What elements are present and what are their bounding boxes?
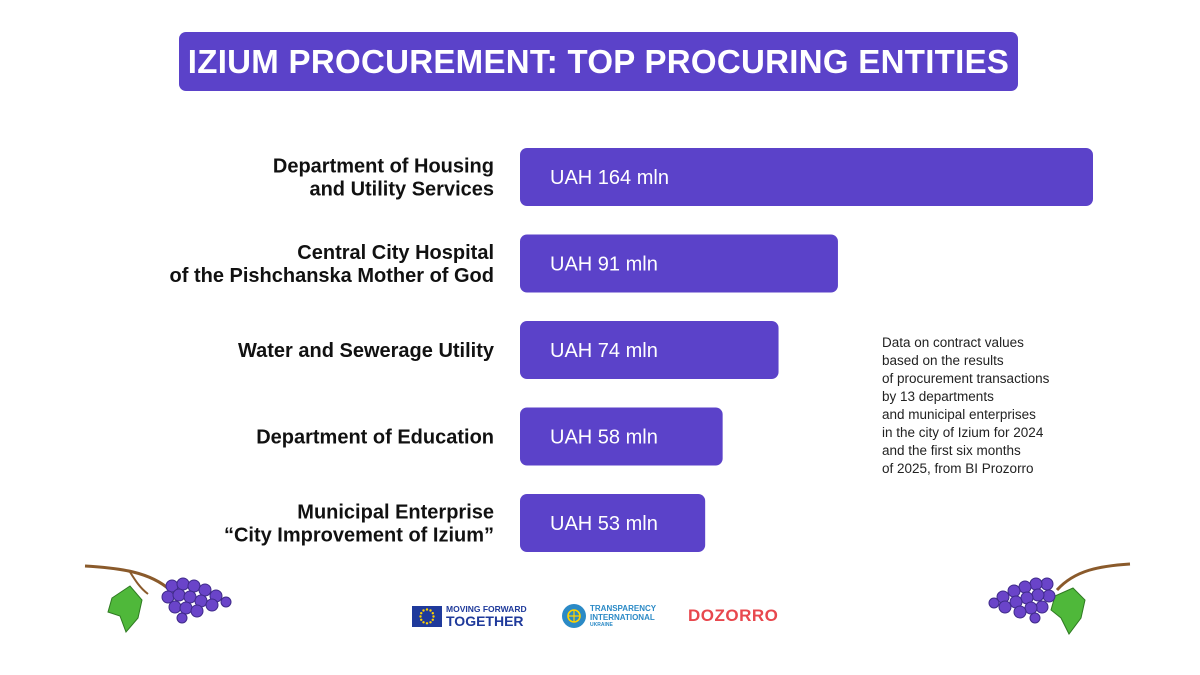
bar [520, 234, 838, 293]
chart-title-banner: IZIUM PROCUREMENT: TOP PROCURING ENTITIE… [179, 32, 1018, 91]
eu-logo: MOVING FORWARD TOGETHER [412, 600, 527, 632]
category-label: of the Pishchanska Mother of God [170, 265, 494, 287]
bar-value-label: UAH 164 mln [550, 167, 669, 189]
ti-logo-line1: TRANSPARENCY [590, 604, 657, 613]
data-source-note: Data on contract values based on the res… [882, 335, 1050, 476]
transparency-international-logo: TRANSPARENCY INTERNATIONAL UKRAINE [562, 600, 656, 632]
partner-logos: MOVING FORWARD TOGETHER TRANSPARENCY INT… [410, 600, 810, 636]
ti-globe-icon [562, 604, 586, 628]
category-label: “City Improvement of Izium” [224, 525, 494, 547]
category-label: and Utility Services [309, 179, 494, 201]
bar [520, 407, 723, 466]
eu-logo-line1: MOVING FORWARD [446, 603, 527, 614]
category-label: Water and Sewerage Utility [238, 340, 495, 362]
bar [520, 148, 1093, 206]
chart-title: IZIUM PROCUREMENT: TOP PROCURING ENTITIE… [187, 42, 1010, 80]
bar-value-label: UAH 91 mln [550, 254, 658, 276]
eu-logo-line2: TOGETHER [446, 612, 524, 629]
bar [520, 321, 779, 379]
ti-logo-line2: INTERNATIONAL [590, 613, 655, 622]
bar-value-label: UAH 53 mln [550, 513, 658, 535]
dozorro-logo-text: DOZORRO [688, 606, 779, 625]
category-label: Department of Housing [273, 156, 494, 178]
bar [520, 494, 706, 552]
grapes-icon [988, 562, 1131, 635]
bar-value-label: UAH 58 mln [550, 427, 658, 449]
ti-logo-line3: UKRAINE [590, 622, 613, 628]
category-label: Municipal Enterprise [297, 502, 494, 524]
category-label: Central City Hospital [297, 242, 494, 264]
grapes-icon [84, 564, 232, 633]
category-label: Department of Education [256, 427, 494, 449]
dozorro-logo: DOZORRO [688, 600, 778, 632]
eu-flag-icon [412, 605, 442, 627]
bar-value-label: UAH 74 mln [550, 340, 658, 362]
